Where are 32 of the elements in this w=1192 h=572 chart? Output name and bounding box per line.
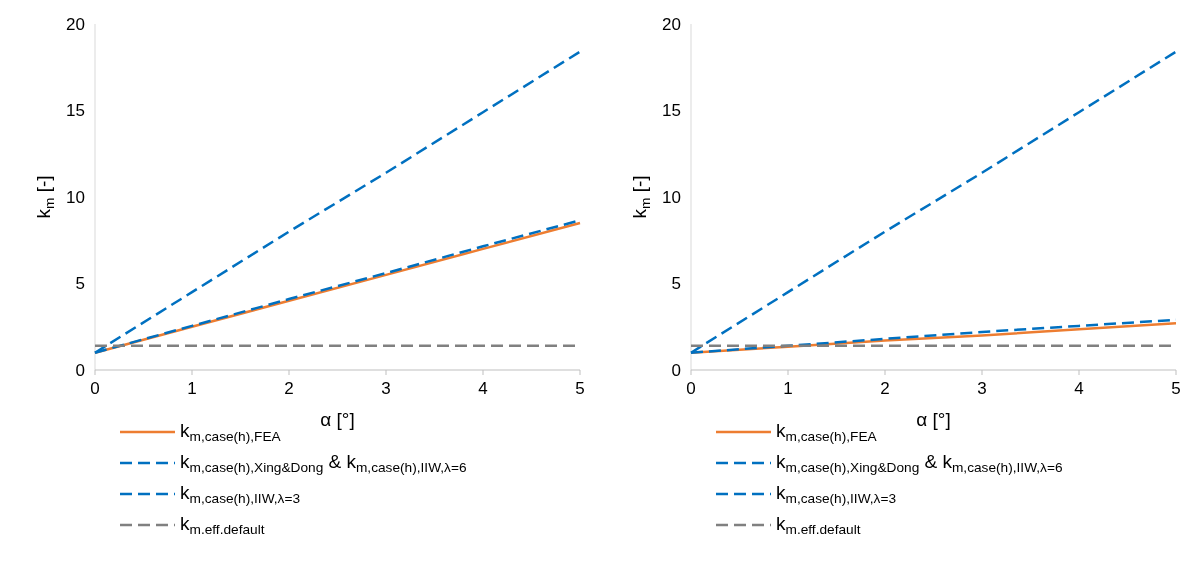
x-tick-label: 4 <box>478 379 488 398</box>
legend-label: k$_{m,case(h),Xing&Dong}$ & k$_{m,case(h),IIW,λ=6}$ <box>776 451 1063 475</box>
x-tick-label: 2 <box>880 379 890 398</box>
y-tick-label: 15 <box>66 101 85 121</box>
y-tick-label: 10 <box>662 187 681 207</box>
x-axis-title: α [°] <box>916 409 951 430</box>
x-tick-label: 4 <box>1074 379 1084 398</box>
y-tick-label: 0 <box>75 360 85 380</box>
y-tick-label: 20 <box>66 14 85 34</box>
y-tick-label: 5 <box>671 274 681 294</box>
x-tick-label: 3 <box>977 379 987 398</box>
y-tick-label: 0 <box>671 360 681 380</box>
legend-label: k$_{m,case(h),FEA}$ <box>180 420 282 444</box>
x-axis-title: α [°] <box>320 409 355 430</box>
x-tick-label: 0 <box>686 379 696 398</box>
legend-label: k$_{m.eff.default}$ <box>776 513 861 537</box>
legend-label: k$_{m,case(h),FEA}$ <box>776 420 878 444</box>
legend-label: k$_{m,case(h),Xing&Dong}$ & k$_{m,case(h),IIW,λ=6}$ <box>180 451 467 475</box>
y-tick-label: 20 <box>662 14 681 34</box>
x-tick-label: 5 <box>575 379 585 398</box>
legend-label: k$_{m.eff.default}$ <box>180 513 265 537</box>
y-tick-label: 15 <box>662 101 681 121</box>
y-tick-label: 10 <box>66 187 85 207</box>
x-tick-label: 1 <box>783 379 793 398</box>
x-tick-label: 5 <box>1171 379 1181 398</box>
x-tick-label: 1 <box>187 379 197 398</box>
legend-label: k$_{m,case(h),IIW,λ=3}$ <box>180 482 301 506</box>
x-tick-label: 3 <box>381 379 391 398</box>
x-tick-label: 0 <box>90 379 100 398</box>
x-tick-label: 2 <box>284 379 294 398</box>
legend-label: k$_{m,case(h),IIW,λ=3}$ <box>776 482 897 506</box>
y-tick-label: 5 <box>75 274 85 294</box>
